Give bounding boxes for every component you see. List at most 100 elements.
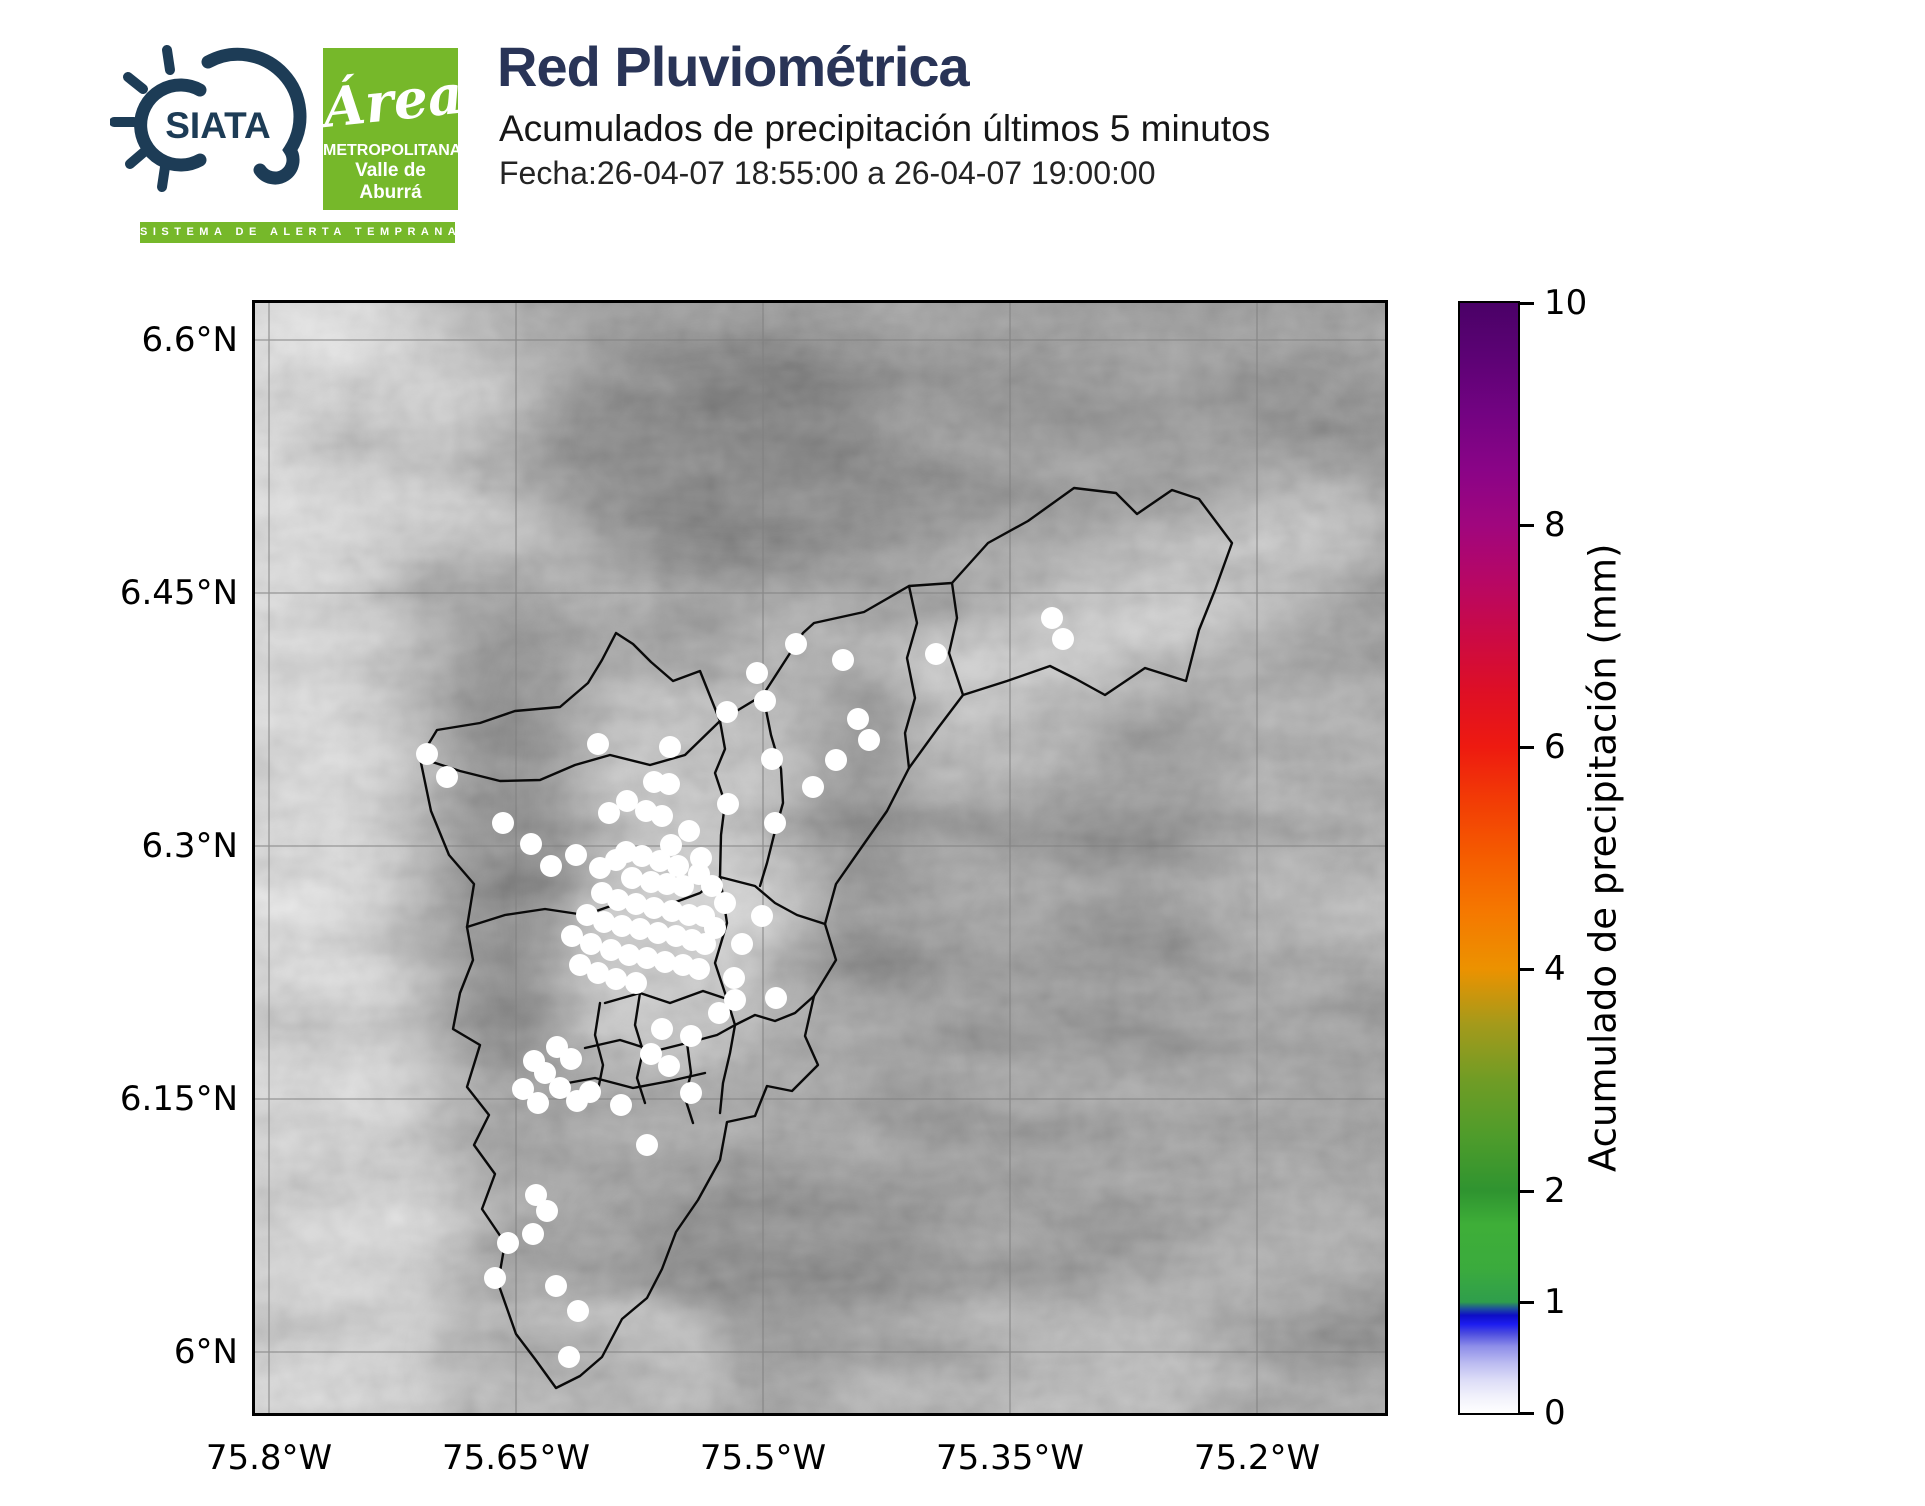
rain-gauge-station-dot	[647, 922, 669, 944]
municipality-boundary	[603, 989, 729, 1005]
municipality-boundary	[733, 994, 816, 1027]
rain-gauge-station-dot	[651, 1018, 673, 1040]
municipality-boundary	[947, 581, 965, 697]
colorbar-tick-label: 1	[1544, 1282, 1566, 1322]
rain-gauge-station-dot	[589, 857, 611, 879]
rain-gauge-station-dot	[492, 812, 514, 834]
rain-gauge-station-dot	[723, 967, 745, 989]
rain-gauge-station-dot	[661, 900, 683, 922]
colorbar-tick-label: 2	[1544, 1171, 1566, 1211]
boundaries-layer	[418, 486, 1234, 1390]
rain-gauge-station-dot	[659, 736, 681, 758]
rain-gauge-station-dot	[520, 833, 542, 855]
municipality-boundary	[713, 719, 727, 879]
rain-gauge-station-dot	[593, 911, 615, 933]
rain-gauge-station-dot	[925, 643, 947, 665]
municipality-boundary	[465, 875, 827, 929]
siata-logo-text: SIATA	[165, 105, 271, 146]
rain-gauge-station-dot	[654, 951, 676, 973]
rain-gauge-station-dot	[672, 875, 694, 897]
rain-gauge-station-dot	[658, 773, 680, 795]
rain-gauge-station-dot	[667, 855, 689, 877]
rain-gauge-station-dot	[536, 1200, 558, 1222]
rain-gauge-station-dot	[569, 954, 591, 976]
rain-gauge-station-dot	[714, 892, 736, 914]
rain-gauge-station-dot	[607, 889, 629, 911]
colorbar-tick-label: 4	[1544, 949, 1566, 989]
lon-tick-label: 75.8°W	[205, 1438, 333, 1478]
rain-gauge-station-dot	[436, 766, 458, 788]
rain-gauge-station-dot	[497, 1232, 519, 1254]
municipality-boundary	[418, 486, 1234, 1390]
rain-gauge-station-dot	[640, 871, 662, 893]
colorbar-tick-mark	[1520, 745, 1534, 749]
rain-gauge-station-dot	[560, 1048, 582, 1070]
colorbar-tick-label: 0	[1544, 1393, 1566, 1433]
rain-gauge-station-dot	[690, 847, 712, 869]
rain-gauge-station-dot	[658, 1055, 680, 1077]
rain-gauge-station-dot	[636, 947, 658, 969]
rain-gauge-station-dot	[724, 989, 746, 1011]
map-panel	[252, 300, 1388, 1416]
colorbar-tick-mark	[1520, 967, 1534, 971]
rain-gauge-station-dot	[640, 1043, 662, 1065]
rain-gauge-station-dot	[512, 1078, 534, 1100]
lat-tick-label: 6°N	[173, 1332, 238, 1372]
rain-gauge-station-dot	[558, 1346, 580, 1368]
rain-gauge-station-dot	[802, 776, 824, 798]
municipality-boundary	[903, 584, 919, 770]
rain-gauge-station-dot	[832, 649, 854, 671]
rain-gauge-station-dot	[610, 1094, 632, 1116]
lon-tick-label: 75.35°W	[936, 1438, 1084, 1478]
rain-gauge-station-dot	[600, 939, 622, 961]
lat-tick-label: 6.15°N	[119, 1079, 238, 1119]
terrain-map	[255, 303, 1385, 1413]
area-logo-line1: METROPOLITANA	[323, 142, 458, 159]
rain-gauge-station-dot	[621, 867, 643, 889]
rain-gauge-station-dot	[680, 1082, 702, 1104]
rain-gauge-station-dot	[825, 749, 847, 771]
rain-gauge-station-dot	[618, 944, 640, 966]
siata-sun-cloud-logo: SIATA	[110, 45, 307, 192]
municipality-boundary	[555, 1071, 707, 1090]
sun-rays-icon	[110, 45, 175, 192]
rain-gauge-station-dot	[565, 844, 587, 866]
rain-gauge-station-dot	[731, 933, 753, 955]
rain-gauge-station-dot	[625, 972, 647, 994]
rain-gauge-station-dot	[649, 850, 671, 872]
colorbar-axis-label: Acumulado de precipitación (mm)	[1581, 543, 1625, 1173]
rain-gauge-station-dot	[525, 1184, 547, 1206]
colorbar-tick-mark	[1520, 1411, 1534, 1415]
date-range-line: Fecha:26-04-07 18:55:00 a 26-04-07 19:00…	[499, 155, 1156, 191]
rain-gauge-station-dot	[746, 662, 768, 684]
rain-gauge-station-dot	[701, 875, 723, 897]
colorbar-tick-label: 10	[1544, 283, 1588, 323]
terrain-raster	[255, 303, 1385, 1413]
gridlines-layer	[255, 303, 1385, 1413]
rain-gauge-station-dot	[605, 968, 627, 990]
lat-tick-label: 6.6°N	[141, 320, 238, 360]
area-logo-script: Área	[323, 61, 458, 140]
rain-gauge-station-dot	[847, 708, 869, 730]
sun-arc-icon	[134, 78, 207, 172]
area-logo-line2: Valle de Aburrá	[355, 160, 426, 203]
rain-gauge-station-dot	[858, 729, 880, 751]
page-subtitle: Acumulados de precipitación últimos 5 mi…	[499, 108, 1271, 149]
rain-gauge-station-dot	[576, 904, 598, 926]
municipality-boundary	[758, 693, 785, 888]
rain-gauge-station-dot	[611, 915, 633, 937]
lon-tick-label: 75.65°W	[442, 1438, 590, 1478]
rain-gauge-station-dot	[416, 743, 438, 765]
area-metropolitana-logo: Área METROPOLITANA Valle de Aburrá	[323, 48, 458, 210]
lon-tick-label: 75.2°W	[1193, 1438, 1321, 1478]
rain-gauge-station-dot	[785, 633, 807, 655]
rain-gauge-station-dot	[1052, 628, 1074, 650]
rain-gauge-station-dot	[688, 958, 710, 980]
rain-gauge-station-dot	[708, 1002, 730, 1024]
rain-gauge-station-dot	[616, 790, 638, 812]
rain-gauge-station-dot	[598, 802, 620, 824]
lat-tick-label: 6.3°N	[141, 826, 238, 866]
rain-gauge-station-dot	[636, 1134, 658, 1156]
cloud-arc-icon	[201, 47, 307, 185]
colorbar-tick-mark	[1520, 1300, 1534, 1304]
